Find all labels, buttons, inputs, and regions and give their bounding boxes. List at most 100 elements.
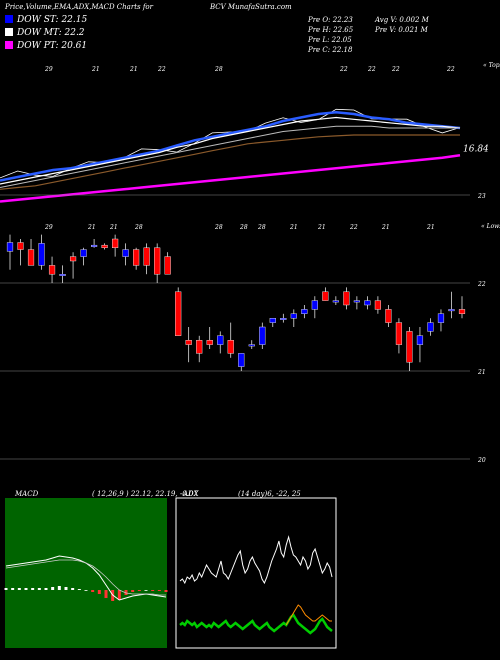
macd-histogram-bar — [124, 590, 128, 595]
candle-body — [332, 300, 339, 303]
macd-histogram-bar — [24, 588, 28, 590]
candle-body — [206, 340, 213, 345]
legend-dow-pt: DOW PT: 20.61 — [5, 41, 87, 51]
price-y-tick-label: 23 — [477, 193, 486, 200]
header-site: BCV MunafaSutra.com — [210, 3, 292, 11]
stat-pre-volume: Pre V: 0.021 M — [375, 26, 428, 34]
macd-histogram-bar — [137, 590, 141, 591]
ema-bottom-tick-label: 29 — [44, 224, 53, 231]
candle-body — [343, 291, 350, 306]
macd-histogram-bar — [151, 590, 155, 591]
candle-body — [290, 313, 297, 319]
candle-body — [133, 249, 140, 266]
ema-bottom-tick-label: 21 — [109, 224, 118, 231]
macd-histogram-bar — [84, 590, 88, 591]
candle-body — [48, 265, 56, 275]
ema-bottom-tick-label: 22 — [349, 224, 358, 231]
ema-bottom-tick-label: 28 — [214, 224, 223, 231]
candle-body — [101, 244, 108, 249]
candle-body — [91, 244, 98, 247]
ema-bottom-tick-label: 21 — [381, 224, 390, 231]
macd-histogram-bar — [91, 590, 95, 592]
ema-top-tick-label: 22 — [157, 66, 166, 73]
legend-label-st: DOW ST: 22.15 — [17, 15, 88, 25]
candle-body — [311, 300, 318, 310]
candle-body — [238, 353, 245, 367]
candle-body — [80, 249, 87, 257]
ema-bottom-tick-label: 28 — [239, 224, 248, 231]
price-y-tick-label: 21 — [477, 369, 486, 376]
legend-swatch-mt — [5, 28, 13, 36]
ema-bottom-tick-label: 21 — [426, 224, 435, 231]
ema-bottom-tick-label: 21 — [87, 224, 96, 231]
candle-body — [259, 326, 266, 345]
candle-body — [322, 291, 329, 301]
legend-label-mt: DOW MT: 22.2 — [17, 28, 85, 38]
legend-dow-mt: DOW MT: 22.2 — [5, 28, 85, 38]
macd-histogram-bar — [4, 588, 8, 590]
ema-top-tick-label: 28 — [214, 66, 223, 73]
ema-pt-line — [0, 154, 461, 203]
ema-bottom-tick-label: 28 — [134, 224, 143, 231]
candle-body — [301, 309, 308, 314]
candle-body — [217, 335, 224, 345]
macd-histogram-bar — [44, 588, 48, 590]
candle-body — [69, 256, 77, 262]
macd-histogram-bar — [117, 590, 121, 600]
ema-top-tick-label: 21 — [91, 66, 100, 73]
candle-body — [164, 256, 171, 275]
price-y-tick-label: 20 — [477, 457, 486, 464]
adx-minus-di-line — [285, 604, 332, 626]
candle-body — [280, 318, 287, 320]
ema-top-tick-label: 22 — [367, 66, 376, 73]
price-chart: 23 22 21 20 — [0, 193, 486, 464]
stat-high: Pre H: 22.65 — [308, 26, 354, 34]
candle-body — [196, 340, 203, 354]
ema-mid-line — [0, 116, 461, 185]
macd-histogram-bar — [37, 588, 41, 590]
candle-body — [458, 309, 466, 314]
price-y-tick-label: 22 — [477, 281, 486, 288]
candle-body — [175, 291, 182, 336]
ema-top-tick-label: 22 — [339, 66, 348, 73]
candle-body — [38, 243, 45, 266]
candle-body — [122, 249, 129, 257]
macd-histogram-bar — [131, 590, 135, 592]
ema-top-tick-label: 22 — [446, 66, 455, 73]
legend-swatch-pt — [5, 41, 13, 49]
macd-histogram-bar — [97, 590, 101, 594]
ema-bottom-tick-label: 28 — [257, 224, 266, 231]
macd-histogram-bar — [57, 586, 61, 590]
legend-dow-st: DOW ST: 22.15 — [5, 15, 87, 25]
stat-low: Pre L: 22.05 — [308, 36, 352, 44]
legend-swatch-st — [5, 15, 13, 23]
stat-open: Pre O: 22.23 — [308, 16, 353, 24]
ema-top-tick-label: 22 — [391, 66, 400, 73]
macd-chart — [4, 555, 168, 601]
macd-histogram-bar — [64, 587, 68, 590]
ema-top-tick-label: 29 — [44, 66, 53, 73]
candle-body — [353, 300, 360, 303]
macd-params: ( 12,26,9 ) 22.12, 22.19, -0.07 — [92, 490, 198, 498]
candle-body — [154, 247, 161, 275]
ema-bottom-tick-label: 21 — [289, 224, 298, 231]
macd-histogram-bar — [144, 590, 148, 591]
ema-corner-top: « Tops — [483, 62, 500, 69]
macd-histogram-bar — [157, 590, 161, 591]
macd-signal-line — [5, 559, 166, 596]
candle-body — [437, 313, 445, 323]
candle-body — [17, 242, 24, 250]
legend-label-pt: DOW PT: 20.61 — [17, 41, 88, 51]
candle-body — [6, 242, 14, 252]
candle-body — [427, 322, 434, 332]
macd-histogram-bar — [31, 588, 35, 590]
adx-main-line — [179, 535, 333, 585]
stat-close: Pre C: 22.18 — [308, 46, 353, 54]
ema-long-line — [0, 134, 460, 190]
ema-mid2-line — [0, 125, 460, 188]
stat-avg-volume: Avg V: 0.002 M — [375, 16, 429, 24]
macd-histogram-bar — [11, 588, 15, 590]
candle-body — [112, 238, 119, 249]
candle-body — [248, 344, 255, 347]
